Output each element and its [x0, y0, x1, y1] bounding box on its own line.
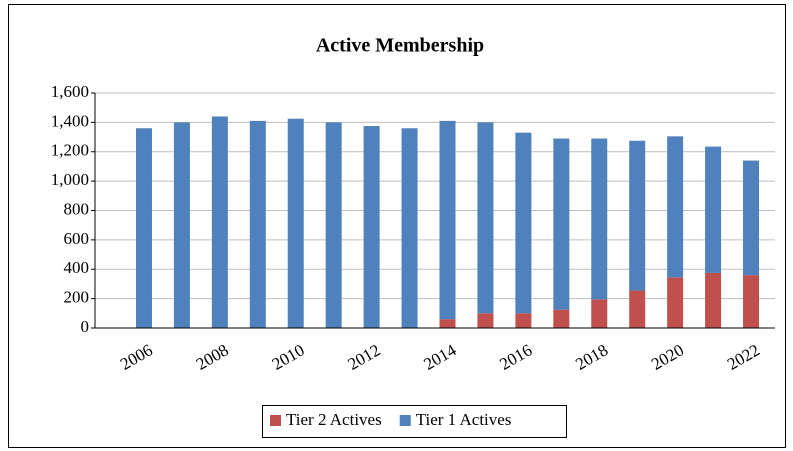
bar — [743, 160, 760, 276]
bar — [591, 138, 608, 300]
bar — [477, 122, 494, 314]
bar — [629, 290, 646, 328]
bar — [515, 313, 532, 328]
bar — [705, 272, 722, 328]
y-tick-label: 1,000 — [51, 170, 89, 189]
bar — [705, 146, 722, 273]
y-tick-label: 1,400 — [51, 111, 89, 130]
bar — [515, 132, 532, 314]
y-tick-label: 800 — [64, 199, 90, 218]
bar — [629, 140, 646, 291]
y-tick-label: 0 — [81, 317, 90, 336]
bar — [211, 116, 228, 328]
legend-label: Tier 2 Actives — [286, 410, 382, 429]
y-tick-label: 200 — [64, 288, 90, 307]
y-tick-label: 1,600 — [51, 82, 89, 101]
bar — [287, 118, 304, 328]
bar — [439, 319, 456, 328]
y-tick-label: 1,200 — [51, 141, 89, 160]
bar — [591, 299, 608, 328]
chart-title: Active Membership — [316, 35, 484, 57]
bar — [743, 275, 760, 328]
bar — [667, 277, 684, 328]
y-tick-label: 400 — [64, 258, 90, 277]
bar — [477, 313, 494, 328]
bar — [401, 128, 418, 328]
bar — [553, 309, 570, 328]
bar — [325, 122, 342, 328]
bar — [439, 120, 456, 320]
bar — [173, 122, 190, 328]
bar — [667, 136, 684, 278]
bar — [135, 128, 152, 328]
bar — [363, 126, 380, 328]
bar — [553, 138, 570, 310]
legend-swatch — [399, 415, 411, 426]
legend-box — [262, 405, 567, 438]
legend-swatch — [270, 415, 281, 426]
bar — [249, 120, 266, 328]
legend-label: Tier 1 Actives — [416, 410, 512, 429]
y-tick-label: 600 — [64, 229, 90, 248]
